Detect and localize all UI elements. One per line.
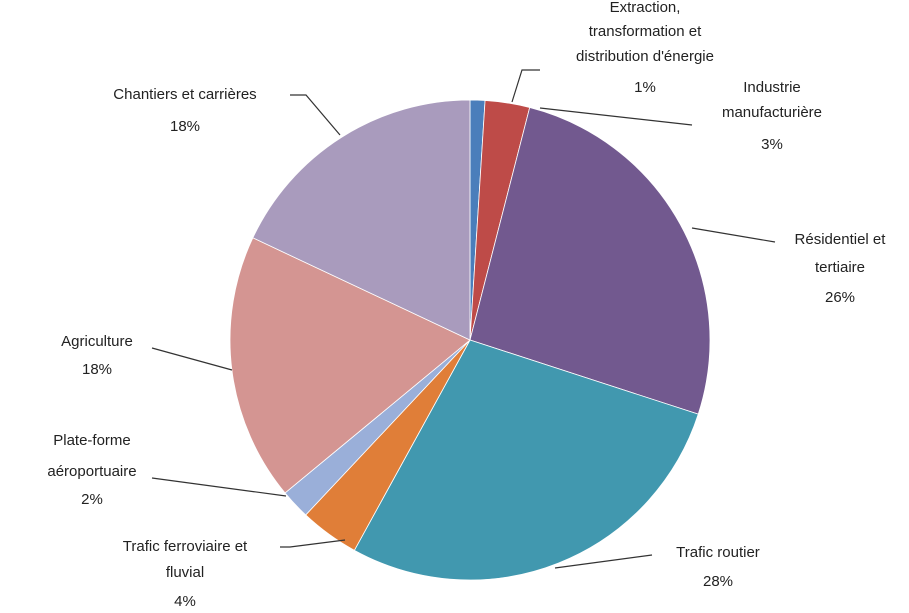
leader-line bbox=[539, 107, 693, 126]
leader-line bbox=[691, 227, 776, 243]
leader-line bbox=[151, 347, 233, 371]
slice-value-label: 26% bbox=[825, 289, 855, 306]
label-line: tertiaire bbox=[815, 259, 865, 276]
slice-value-label: 18% bbox=[82, 361, 112, 378]
label-line: Trafic routier bbox=[676, 544, 760, 561]
slice-label: Trafic ferroviaire et fluvial bbox=[123, 538, 248, 581]
slice-value-label: 2% bbox=[81, 491, 103, 508]
label-line: distribution d'énergie bbox=[576, 48, 714, 65]
slice-label: Extraction, transformation et distribution… bbox=[576, 0, 714, 65]
leader-line bbox=[290, 94, 341, 136]
leader-line bbox=[554, 554, 653, 569]
pie-slice bbox=[469, 107, 711, 415]
slice-label: Trafic routier bbox=[676, 544, 760, 561]
slice-label: Industrie manufacturière bbox=[722, 79, 822, 121]
slice-label: Agriculture bbox=[61, 333, 133, 350]
label-line: Extraction, bbox=[610, 0, 681, 16]
slice-value-label: 1% bbox=[634, 79, 656, 96]
label-line: Plate-forme bbox=[53, 432, 131, 449]
label-line: Résidentiel et bbox=[795, 231, 887, 248]
label-line: transformation et bbox=[589, 23, 702, 40]
pie-slice bbox=[252, 99, 471, 341]
slice-value-label: 4% bbox=[174, 593, 196, 610]
leader-line bbox=[151, 477, 287, 497]
slice-value-label: 28% bbox=[703, 573, 733, 590]
slice-label: Résidentiel et tertiaire bbox=[795, 231, 887, 276]
leader-line bbox=[511, 69, 540, 103]
label-line: aéroportuaire bbox=[47, 463, 136, 480]
label-line: Agriculture bbox=[61, 333, 133, 350]
pie-slice bbox=[353, 339, 699, 581]
label-line: manufacturière bbox=[722, 104, 822, 121]
label-line: Chantiers et carrières bbox=[113, 86, 256, 103]
label-line: fluvial bbox=[166, 564, 204, 581]
label-line: Trafic ferroviaire et bbox=[123, 538, 248, 555]
leader-line bbox=[280, 539, 346, 548]
slice-label: Chantiers et carrières bbox=[113, 86, 256, 103]
slice-value-label: 18% bbox=[170, 118, 200, 135]
slice-label: Plate-forme aéroportuaire bbox=[47, 432, 136, 480]
slice-value-label: 3% bbox=[761, 136, 783, 153]
label-line: Industrie bbox=[743, 79, 801, 96]
